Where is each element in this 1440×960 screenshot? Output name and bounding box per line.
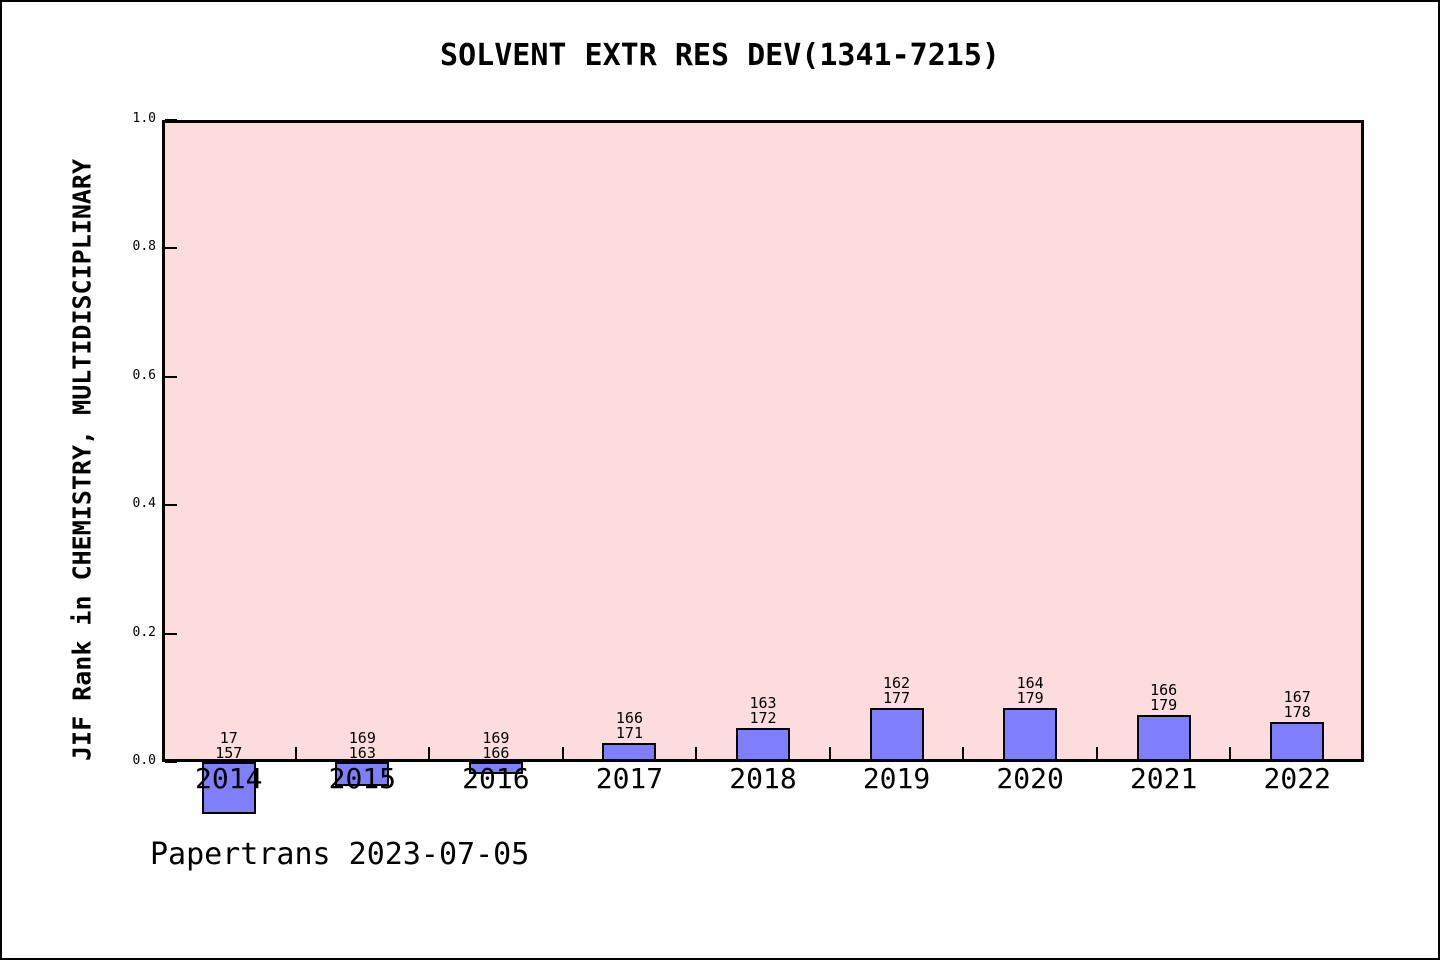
x-tick-label: 2020 — [996, 762, 1064, 795]
y-tick — [165, 504, 177, 507]
x-minor-tick — [561, 747, 564, 759]
x-tick-label: 2017 — [595, 762, 664, 795]
y-tick-label: 0.2 — [132, 624, 156, 640]
y-tick-label: 1.0 — [132, 111, 156, 126]
x-minor-tick — [428, 747, 431, 759]
bar-value-label: 167 178 — [1283, 688, 1311, 722]
bar — [335, 762, 390, 786]
bar — [1270, 722, 1325, 762]
bar — [1003, 708, 1058, 762]
x-minor-tick — [294, 747, 297, 759]
bar — [1136, 715, 1191, 762]
y-tick-label: 0.4 — [132, 496, 156, 512]
bar-value-label: 163 172 — [749, 694, 777, 728]
x-tick-label: 2014 — [195, 762, 263, 795]
bar-value-label: 169 163 — [348, 729, 376, 762]
bar-value-label: 162 177 — [883, 673, 911, 707]
x-tick-label: 2016 — [462, 762, 530, 795]
x-minor-tick — [962, 747, 965, 759]
y-tick-label: 0.6 — [132, 367, 156, 383]
x-minor-tick — [695, 747, 698, 759]
bar-value-label: 169 166 — [482, 729, 510, 762]
bar-value-label: 17 157 — [215, 729, 243, 762]
x-minor-tick — [828, 747, 831, 759]
footer-text: Papertrans 2023-07-05 — [150, 837, 530, 872]
y-tick — [165, 761, 177, 763]
x-minor-tick — [1229, 747, 1232, 759]
y-tick — [165, 247, 177, 250]
bar — [468, 762, 523, 774]
y-tick-label: 0.8 — [132, 239, 156, 255]
y-tick — [165, 632, 177, 635]
bar — [869, 707, 924, 762]
bar-value-label: 164 179 — [1016, 674, 1044, 708]
x-tick-label: 2015 — [328, 762, 397, 795]
x-minor-tick — [1095, 747, 1098, 759]
x-tick-label: 2019 — [862, 762, 931, 795]
bar — [201, 762, 256, 814]
bar-value-label: 166 179 — [1150, 681, 1178, 715]
chart-title: SOLVENT EXTR RES DEV(1341-7215) — [440, 38, 1000, 73]
x-tick-label: 2022 — [1263, 762, 1331, 795]
x-tick-label: 2018 — [729, 762, 797, 795]
y-tick — [165, 375, 177, 378]
x-tick-label: 2021 — [1129, 762, 1198, 795]
bar-value-label: 166 171 — [615, 709, 643, 743]
y-tick-label: 0.0 — [132, 753, 156, 768]
plot-area — [162, 120, 1364, 762]
